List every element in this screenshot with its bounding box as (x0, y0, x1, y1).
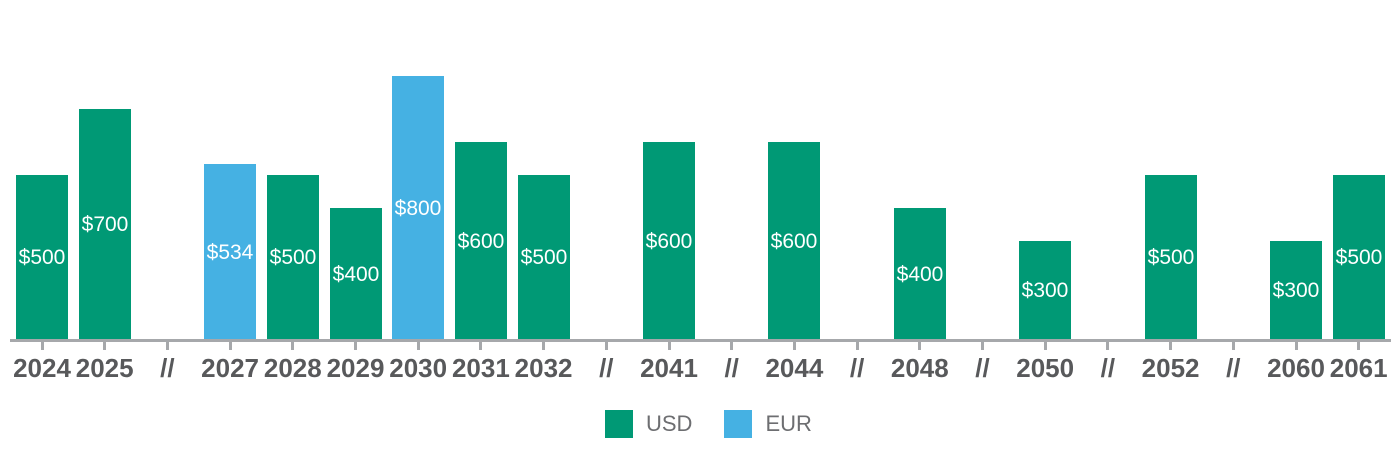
x-axis-label-2028: 2028 (263, 353, 322, 383)
legend-swatch-usd (605, 410, 633, 438)
x-axis-tick (479, 342, 483, 350)
legend-swatch-eur (724, 410, 753, 438)
x-axis-label-2024: 2024 (13, 353, 71, 383)
x-axis-tick (291, 342, 295, 350)
bar-value-label: $700 (81, 213, 129, 236)
x-axis-tick (40, 342, 44, 350)
x-axis-label-2029: 2029 (326, 353, 385, 383)
x-axis-label-2025: 2025 (75, 353, 134, 383)
x-axis-label-2032: 2032 (514, 353, 573, 383)
axis-break-label: // (160, 353, 175, 383)
axis-break-label: // (1100, 353, 1116, 383)
x-axis-label-2050: 2050 (1016, 353, 1075, 383)
x-axis-tick (103, 342, 107, 350)
x-axis-tick (792, 342, 796, 350)
x-axis-label-2061: 2061 (1329, 353, 1388, 383)
bar-value-label: $500 (1335, 246, 1383, 269)
bar-value-label: $400 (896, 262, 944, 286)
x-axis-tick (855, 342, 859, 350)
bar-value-label: $600 (770, 229, 818, 253)
axis-break-label: // (1226, 353, 1241, 383)
bar-value-label: $534 (206, 240, 254, 264)
x-axis-tick (228, 342, 232, 350)
x-axis-label-2060: 2060 (1267, 353, 1325, 383)
bar-2025-usd: $700 (79, 109, 131, 340)
x-axis-tick (416, 342, 420, 350)
bar-value-label: $500 (520, 246, 568, 269)
x-axis-label-2052: 2052 (1141, 353, 1200, 383)
axis-break-label: // (975, 353, 990, 383)
bar-2031-usd: $600 (455, 142, 507, 340)
x-axis-line (10, 339, 1391, 342)
x-axis-tick (165, 342, 169, 350)
x-axis-label-2044: 2044 (765, 353, 824, 383)
bar-2029-usd: $400 (330, 208, 382, 340)
axis-break-label: // (849, 353, 865, 383)
x-axis-tick (1106, 342, 1110, 350)
bar-2061-usd: $500 (1333, 175, 1385, 340)
bar-2024-usd: $500 (16, 175, 68, 340)
x-axis-label-2031: 2031 (451, 353, 510, 383)
x-axis-tick (1043, 342, 1047, 350)
legend-label-usd: USD (646, 411, 693, 436)
bar-2044-usd: $600 (768, 142, 820, 340)
x-axis-tick (981, 342, 984, 350)
bar-value-label: $800 (394, 196, 442, 220)
x-axis-tick (730, 342, 734, 350)
x-axis-label-2041: 2041 (640, 353, 698, 383)
bar-value-label: $500 (1147, 246, 1195, 269)
axis-break-label: // (599, 353, 614, 383)
bar-2048-usd: $400 (894, 208, 946, 340)
bar-2028-usd: $500 (267, 175, 319, 340)
x-axis-tick (1169, 342, 1173, 350)
legend-label-eur: EUR (765, 411, 812, 436)
bar-value-label: $300 (1021, 279, 1069, 302)
x-axis-tick (918, 342, 922, 350)
axis-break-label: // (724, 353, 739, 383)
x-axis-label-2027: 2027 (201, 353, 260, 383)
x-axis-tick (604, 342, 608, 350)
bar-value-label: $500 (18, 246, 66, 269)
bar-2050-usd: $300 (1019, 241, 1071, 340)
x-axis-tick (1357, 342, 1361, 350)
legend: USD EUR (605, 410, 844, 438)
x-axis-tick (542, 342, 546, 350)
x-axis-tick (1294, 342, 1298, 350)
bar-value-label: $400 (332, 262, 380, 286)
x-axis-label-2048: 2048 (890, 353, 949, 383)
x-axis-label-2030: 2030 (389, 353, 448, 383)
bar-2030-eur: $800 (392, 76, 444, 340)
x-axis-tick (354, 342, 357, 350)
bar-2060-usd: $300 (1270, 241, 1322, 340)
bar-2052-usd: $500 (1145, 175, 1197, 340)
bar-2032-usd: $500 (518, 175, 570, 340)
bar-value-label: $600 (645, 229, 693, 253)
bar-2041-usd: $600 (643, 142, 695, 340)
x-axis-tick (1231, 342, 1235, 350)
bar-value-label: $500 (269, 246, 317, 269)
bar-2027-eur: $534 (204, 164, 256, 340)
bar-value-label: $600 (457, 229, 505, 253)
bar-value-label: $300 (1272, 279, 1320, 302)
x-axis-tick (667, 342, 671, 350)
